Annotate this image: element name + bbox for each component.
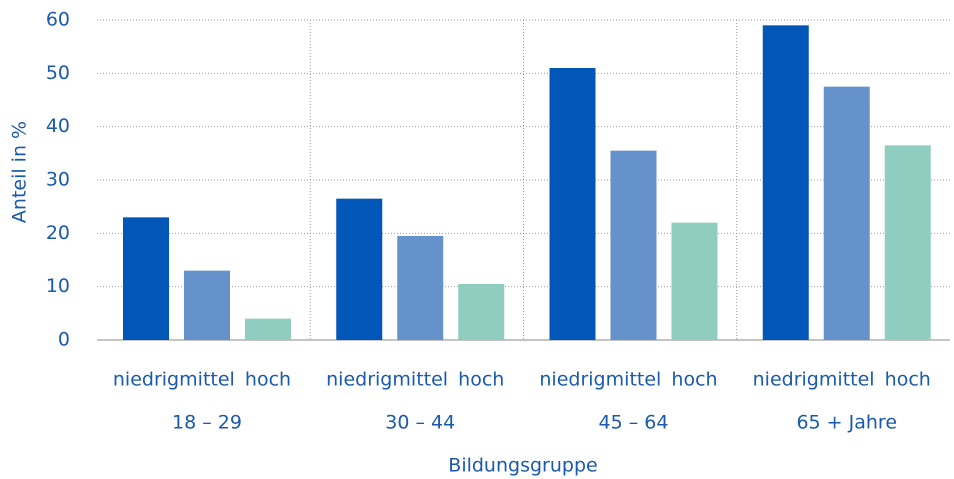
bar	[671, 222, 718, 340]
y-tick-label: 20	[46, 222, 70, 244]
bar-category-label: niedrig	[326, 369, 392, 391]
bar	[458, 284, 505, 340]
bar-category-label: mittel	[606, 369, 662, 391]
bar	[549, 68, 596, 340]
y-tick-label: 50	[46, 62, 70, 84]
bar-category-label: mittel	[819, 369, 875, 391]
y-axis-label: Anteil in %	[9, 121, 31, 223]
bar-category-label: hoch	[671, 369, 717, 391]
bar	[397, 236, 444, 340]
group-label: 65 + Jahre	[796, 412, 897, 434]
bar-category-label: niedrig	[753, 369, 819, 391]
bar-category-label: hoch	[458, 369, 504, 391]
y-tick-label: 10	[46, 275, 70, 297]
bar-category-label: hoch	[245, 369, 291, 391]
y-tick-label: 0	[58, 329, 70, 351]
bar-category-label: hoch	[885, 369, 931, 391]
bar-category-label: niedrig	[539, 369, 605, 391]
bar	[245, 318, 291, 340]
bar	[123, 217, 169, 340]
group-label: 30 – 44	[385, 412, 455, 434]
y-tick-label: 40	[46, 115, 70, 137]
bar	[184, 270, 230, 340]
group-label: 18 – 29	[172, 412, 242, 434]
bar-category-label: niedrig	[113, 369, 179, 391]
bar	[762, 25, 809, 340]
group-label: 45 – 64	[599, 412, 669, 434]
bar-category-label: mittel	[179, 369, 235, 391]
bar	[884, 145, 931, 340]
x-axis-label: Bildungsgruppe	[448, 455, 597, 477]
bar	[610, 150, 657, 340]
bar	[336, 198, 383, 340]
y-tick-label: 30	[46, 169, 70, 191]
y-tick-label: 60	[46, 9, 70, 31]
bar-category-label: mittel	[392, 369, 448, 391]
bar	[823, 86, 870, 341]
